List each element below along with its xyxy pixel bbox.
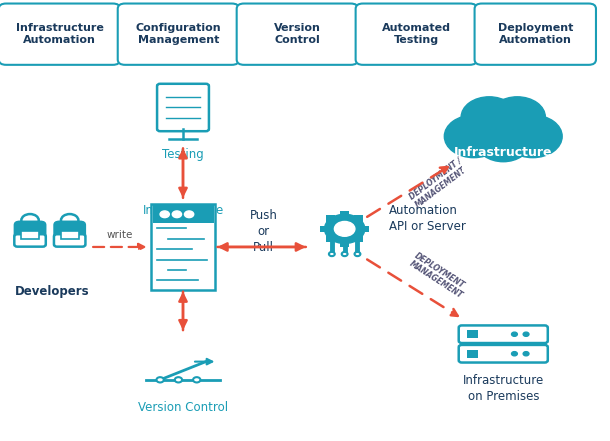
Text: write: write (106, 230, 133, 240)
Text: Deployment
Automation: Deployment Automation (498, 23, 573, 45)
FancyBboxPatch shape (53, 220, 86, 240)
Circle shape (512, 332, 517, 336)
Text: Automation
API or Server: Automation API or Server (389, 204, 465, 233)
FancyBboxPatch shape (475, 4, 596, 65)
Circle shape (193, 377, 200, 382)
FancyBboxPatch shape (151, 204, 215, 290)
Circle shape (61, 214, 79, 227)
Text: Version Control: Version Control (138, 401, 228, 415)
Text: Automated
Testing: Automated Testing (382, 23, 451, 45)
FancyBboxPatch shape (467, 330, 478, 338)
Circle shape (523, 351, 529, 356)
Circle shape (476, 123, 530, 162)
FancyBboxPatch shape (361, 226, 369, 232)
FancyBboxPatch shape (340, 211, 349, 217)
Circle shape (467, 101, 540, 153)
FancyBboxPatch shape (326, 215, 335, 222)
FancyBboxPatch shape (60, 231, 79, 239)
FancyBboxPatch shape (13, 220, 46, 240)
Text: DEPLOYMENT /
MANAGEMENT: DEPLOYMENT / MANAGEMENT (407, 156, 470, 210)
Text: DEPLOYMENT
MANAGEMENT: DEPLOYMENT MANAGEMENT (407, 250, 470, 301)
Text: Testing: Testing (162, 148, 204, 161)
Text: Infrastructure
in the Cloud: Infrastructure in the Cloud (454, 146, 553, 176)
FancyBboxPatch shape (356, 4, 477, 65)
Circle shape (184, 211, 194, 218)
Text: Developers: Developers (15, 284, 89, 298)
Circle shape (489, 97, 545, 138)
FancyBboxPatch shape (467, 350, 478, 358)
FancyBboxPatch shape (237, 4, 358, 65)
FancyBboxPatch shape (54, 234, 85, 247)
Circle shape (334, 221, 355, 236)
FancyBboxPatch shape (459, 345, 548, 363)
Text: Version
Control: Version Control (274, 23, 321, 45)
Circle shape (523, 332, 529, 336)
FancyBboxPatch shape (354, 236, 364, 243)
FancyBboxPatch shape (459, 325, 548, 343)
FancyBboxPatch shape (320, 226, 329, 232)
Circle shape (342, 252, 348, 256)
FancyBboxPatch shape (326, 236, 335, 243)
Circle shape (325, 214, 365, 243)
Text: Configuration
Management: Configuration Management (135, 23, 221, 45)
Circle shape (512, 351, 517, 356)
Text: Infrastructure
Code: Infrastructure Code (142, 204, 224, 233)
Circle shape (354, 252, 361, 256)
Circle shape (329, 252, 335, 256)
Circle shape (156, 377, 163, 382)
Text: Infrastructure
Automation: Infrastructure Automation (15, 23, 104, 45)
FancyBboxPatch shape (354, 215, 364, 222)
Circle shape (461, 97, 517, 138)
FancyBboxPatch shape (152, 205, 214, 224)
FancyBboxPatch shape (118, 4, 239, 65)
FancyBboxPatch shape (21, 231, 39, 239)
FancyBboxPatch shape (14, 234, 46, 247)
Circle shape (174, 377, 182, 382)
Circle shape (21, 214, 39, 227)
Text: Push
or
Pull: Push or Pull (249, 209, 278, 254)
Circle shape (172, 211, 182, 218)
Text: Infrastructure
on Premises: Infrastructure on Premises (462, 374, 544, 403)
FancyBboxPatch shape (340, 240, 349, 247)
Circle shape (503, 115, 562, 158)
FancyBboxPatch shape (0, 4, 120, 65)
Circle shape (444, 115, 503, 158)
FancyBboxPatch shape (157, 84, 209, 131)
Circle shape (160, 211, 170, 218)
